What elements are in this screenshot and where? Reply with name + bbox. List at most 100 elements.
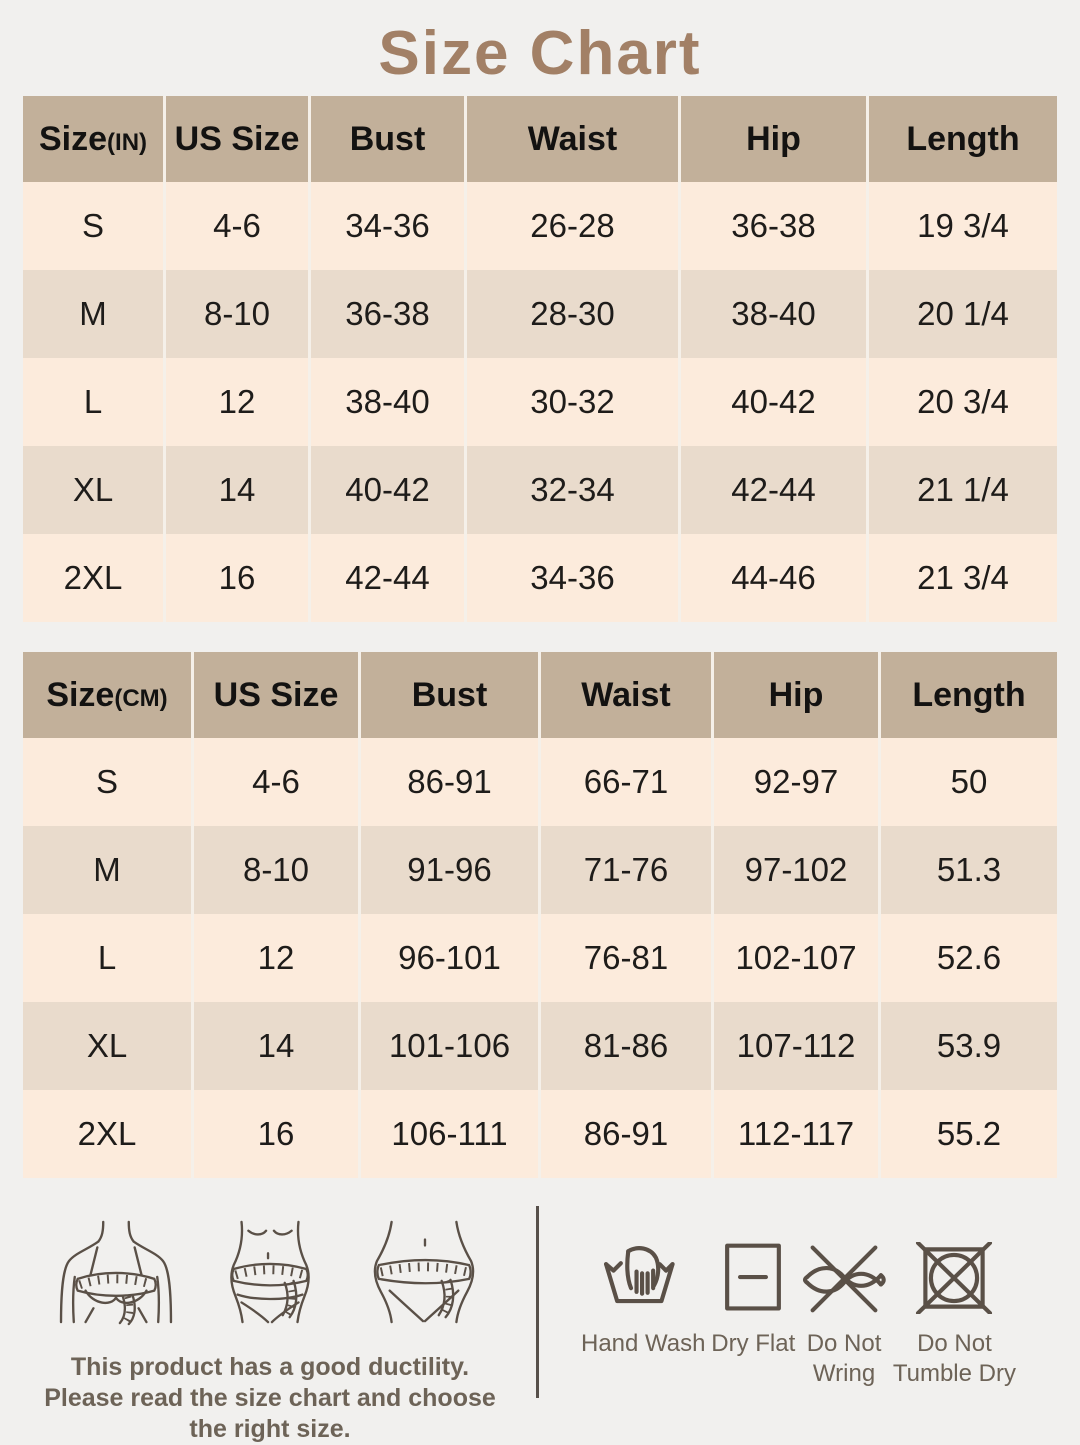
table-inches-body: S 4-6 34-36 26-28 36-38 19 3/4 M 8-10 36-38 28-30…: [23, 182, 1057, 622]
table-cell: 36-38: [678, 182, 866, 270]
table-cell: 86-91: [358, 738, 538, 826]
table-inches-header: Size(IN) US Size Bust Waist Hip Length: [23, 96, 1057, 182]
care-item-do-not-tumble-dry: Do Not Tumble Dry: [893, 1242, 1016, 1389]
care-label: Hand Wash: [581, 1330, 706, 1357]
table-cell: 4-6: [191, 738, 358, 826]
table-cell: 26-28: [464, 182, 678, 270]
table-cell: L: [23, 358, 163, 446]
table-cell: 40-42: [308, 446, 464, 534]
column-header: Waist: [538, 652, 711, 738]
care-item-do-not-wring: Do Not Wring: [801, 1242, 887, 1389]
column-header: US Size: [191, 652, 358, 738]
size-table-inches: Size(IN) US Size Bust Waist Hip Length S 4-6 34…: [23, 96, 1057, 622]
table-cell: XL: [23, 446, 163, 534]
column-header: Bust: [358, 652, 538, 738]
table-cell: S: [23, 182, 163, 270]
measure-figures: [30, 1218, 510, 1326]
care-label: Dry Flat: [711, 1330, 796, 1357]
page-title: Size Chart: [378, 19, 702, 88]
table-cell: 4-6: [163, 182, 308, 270]
table-cell: 14: [163, 446, 308, 534]
table-cell: 112-117: [711, 1090, 878, 1178]
table-cell: 8-10: [191, 826, 358, 914]
do-not-wring-icon: [801, 1242, 887, 1314]
table-row: L 12 96-101 76-81 102-107 52.6: [23, 914, 1057, 1002]
table-cell: 38-40: [678, 270, 866, 358]
bust-measure-illustration: [59, 1220, 173, 1326]
table-cell: 16: [191, 1090, 358, 1178]
table-cell: M: [23, 270, 163, 358]
table-row: S 4-6 34-36 26-28 36-38 19 3/4: [23, 182, 1057, 270]
table-cell: 40-42: [678, 358, 866, 446]
care-item-dry-flat: Dry Flat: [711, 1242, 795, 1389]
table-cell: 92-97: [711, 738, 878, 826]
care-label: Do Not Tumble Dry: [892, 1330, 1016, 1387]
table-centimeters-header: Size(CM) US Size Bust Waist Hip Length: [23, 652, 1057, 738]
column-header: US Size: [163, 96, 308, 182]
table-row: XL 14 40-42 32-34 42-44 21 1/4: [23, 446, 1057, 534]
table-cell: 51.3: [878, 826, 1057, 914]
table-cell: 81-86: [538, 1002, 711, 1090]
column-header: Bust: [308, 96, 464, 182]
column-header: Waist: [464, 96, 678, 182]
hand-wash-icon: [602, 1242, 684, 1314]
column-header: Size(IN): [23, 96, 163, 182]
table-row: M 8-10 91-96 71-76 97-102 51.3: [23, 826, 1057, 914]
waist-measure-illustration: [230, 1220, 310, 1324]
table-cell: 53.9: [878, 1002, 1057, 1090]
table-cell: 38-40: [308, 358, 464, 446]
column-header: Hip: [678, 96, 866, 182]
table-cell: 36-38: [308, 270, 464, 358]
table-cell: 16: [163, 534, 308, 622]
table-row: 2XL 16 42-44 34-36 44-46 21 3/4: [23, 534, 1057, 622]
column-header-unit: (CM): [114, 684, 168, 712]
table-cell: S: [23, 738, 191, 826]
care-instructions: Hand Wash Dry Flat: [553, 1204, 1062, 1389]
table-cell: 42-44: [678, 446, 866, 534]
table-cell: 50: [878, 738, 1057, 826]
hip-measure-illustration: [373, 1220, 475, 1324]
do-not-tumble-dry-icon: [913, 1242, 995, 1314]
table-cell: 91-96: [358, 826, 538, 914]
table-row: L 12 38-40 30-32 40-42 20 3/4: [23, 358, 1057, 446]
column-header: Hip: [711, 652, 878, 738]
column-header: Length: [866, 96, 1057, 182]
table-cell: 14: [191, 1002, 358, 1090]
table-cell: 28-30: [464, 270, 678, 358]
column-header: Size(CM): [23, 652, 191, 738]
table-cell: 19 3/4: [866, 182, 1057, 270]
table-cell: 34-36: [464, 534, 678, 622]
table-cell: 21 1/4: [866, 446, 1057, 534]
care-item-hand-wash: Hand Wash: [581, 1242, 706, 1389]
table-cell: 2XL: [23, 1090, 191, 1178]
table-cell: 20 3/4: [866, 358, 1057, 446]
table-cell: 21 3/4: [866, 534, 1057, 622]
table-row: XL 14 101-106 81-86 107-112 53.9: [23, 1002, 1057, 1090]
table-row: 2XL 16 106-111 86-91 112-117 55.2: [23, 1090, 1057, 1178]
table-cell: 106-111: [358, 1090, 538, 1178]
table-row: M 8-10 36-38 28-30 38-40 20 1/4: [23, 270, 1057, 358]
measure-guide-block: This product has a good ductility. Pleas…: [30, 1204, 510, 1445]
table-cell: 101-106: [358, 1002, 538, 1090]
product-note-line2: Please read the size chart and choose th…: [44, 1384, 496, 1443]
table-cell: 55.2: [878, 1090, 1057, 1178]
table-cell: 32-34: [464, 446, 678, 534]
size-table-centimeters: Size(CM) US Size Bust Waist Hip Length S 4-6 86…: [23, 652, 1057, 1178]
table-cell: 30-32: [464, 358, 678, 446]
table-cell: 97-102: [711, 826, 878, 914]
care-label: Do Not Wring: [806, 1330, 882, 1387]
column-header-unit: (IN): [107, 128, 148, 156]
product-note: This product has a good ductility. Pleas…: [30, 1352, 510, 1445]
table-cell: 44-46: [678, 534, 866, 622]
table-row: S 4-6 86-91 66-71 92-97 50: [23, 738, 1057, 826]
table-cell: 96-101: [358, 914, 538, 1002]
table-cell: 71-76: [538, 826, 711, 914]
table-cell: 34-36: [308, 182, 464, 270]
header-row: Size(CM) US Size Bust Waist Hip Length: [23, 652, 1057, 738]
table-cell: 20 1/4: [866, 270, 1057, 358]
table-cell: 42-44: [308, 534, 464, 622]
table-cell: 102-107: [711, 914, 878, 1002]
table-cell: M: [23, 826, 191, 914]
column-header: Length: [878, 652, 1057, 738]
product-note-line1: This product has a good ductility.: [70, 1353, 470, 1381]
